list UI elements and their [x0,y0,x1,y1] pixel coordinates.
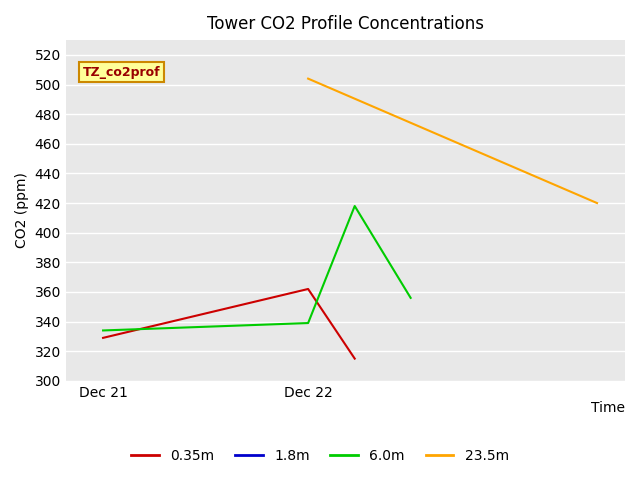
Y-axis label: CO2 (ppm): CO2 (ppm) [15,172,29,249]
Legend: 0.35m, 1.8m, 6.0m, 23.5m: 0.35m, 1.8m, 6.0m, 23.5m [125,443,515,468]
Text: TZ_co2prof: TZ_co2prof [83,66,160,79]
Title: Tower CO2 Profile Concentrations: Tower CO2 Profile Concentrations [207,15,484,33]
Text: Time: Time [591,401,625,415]
